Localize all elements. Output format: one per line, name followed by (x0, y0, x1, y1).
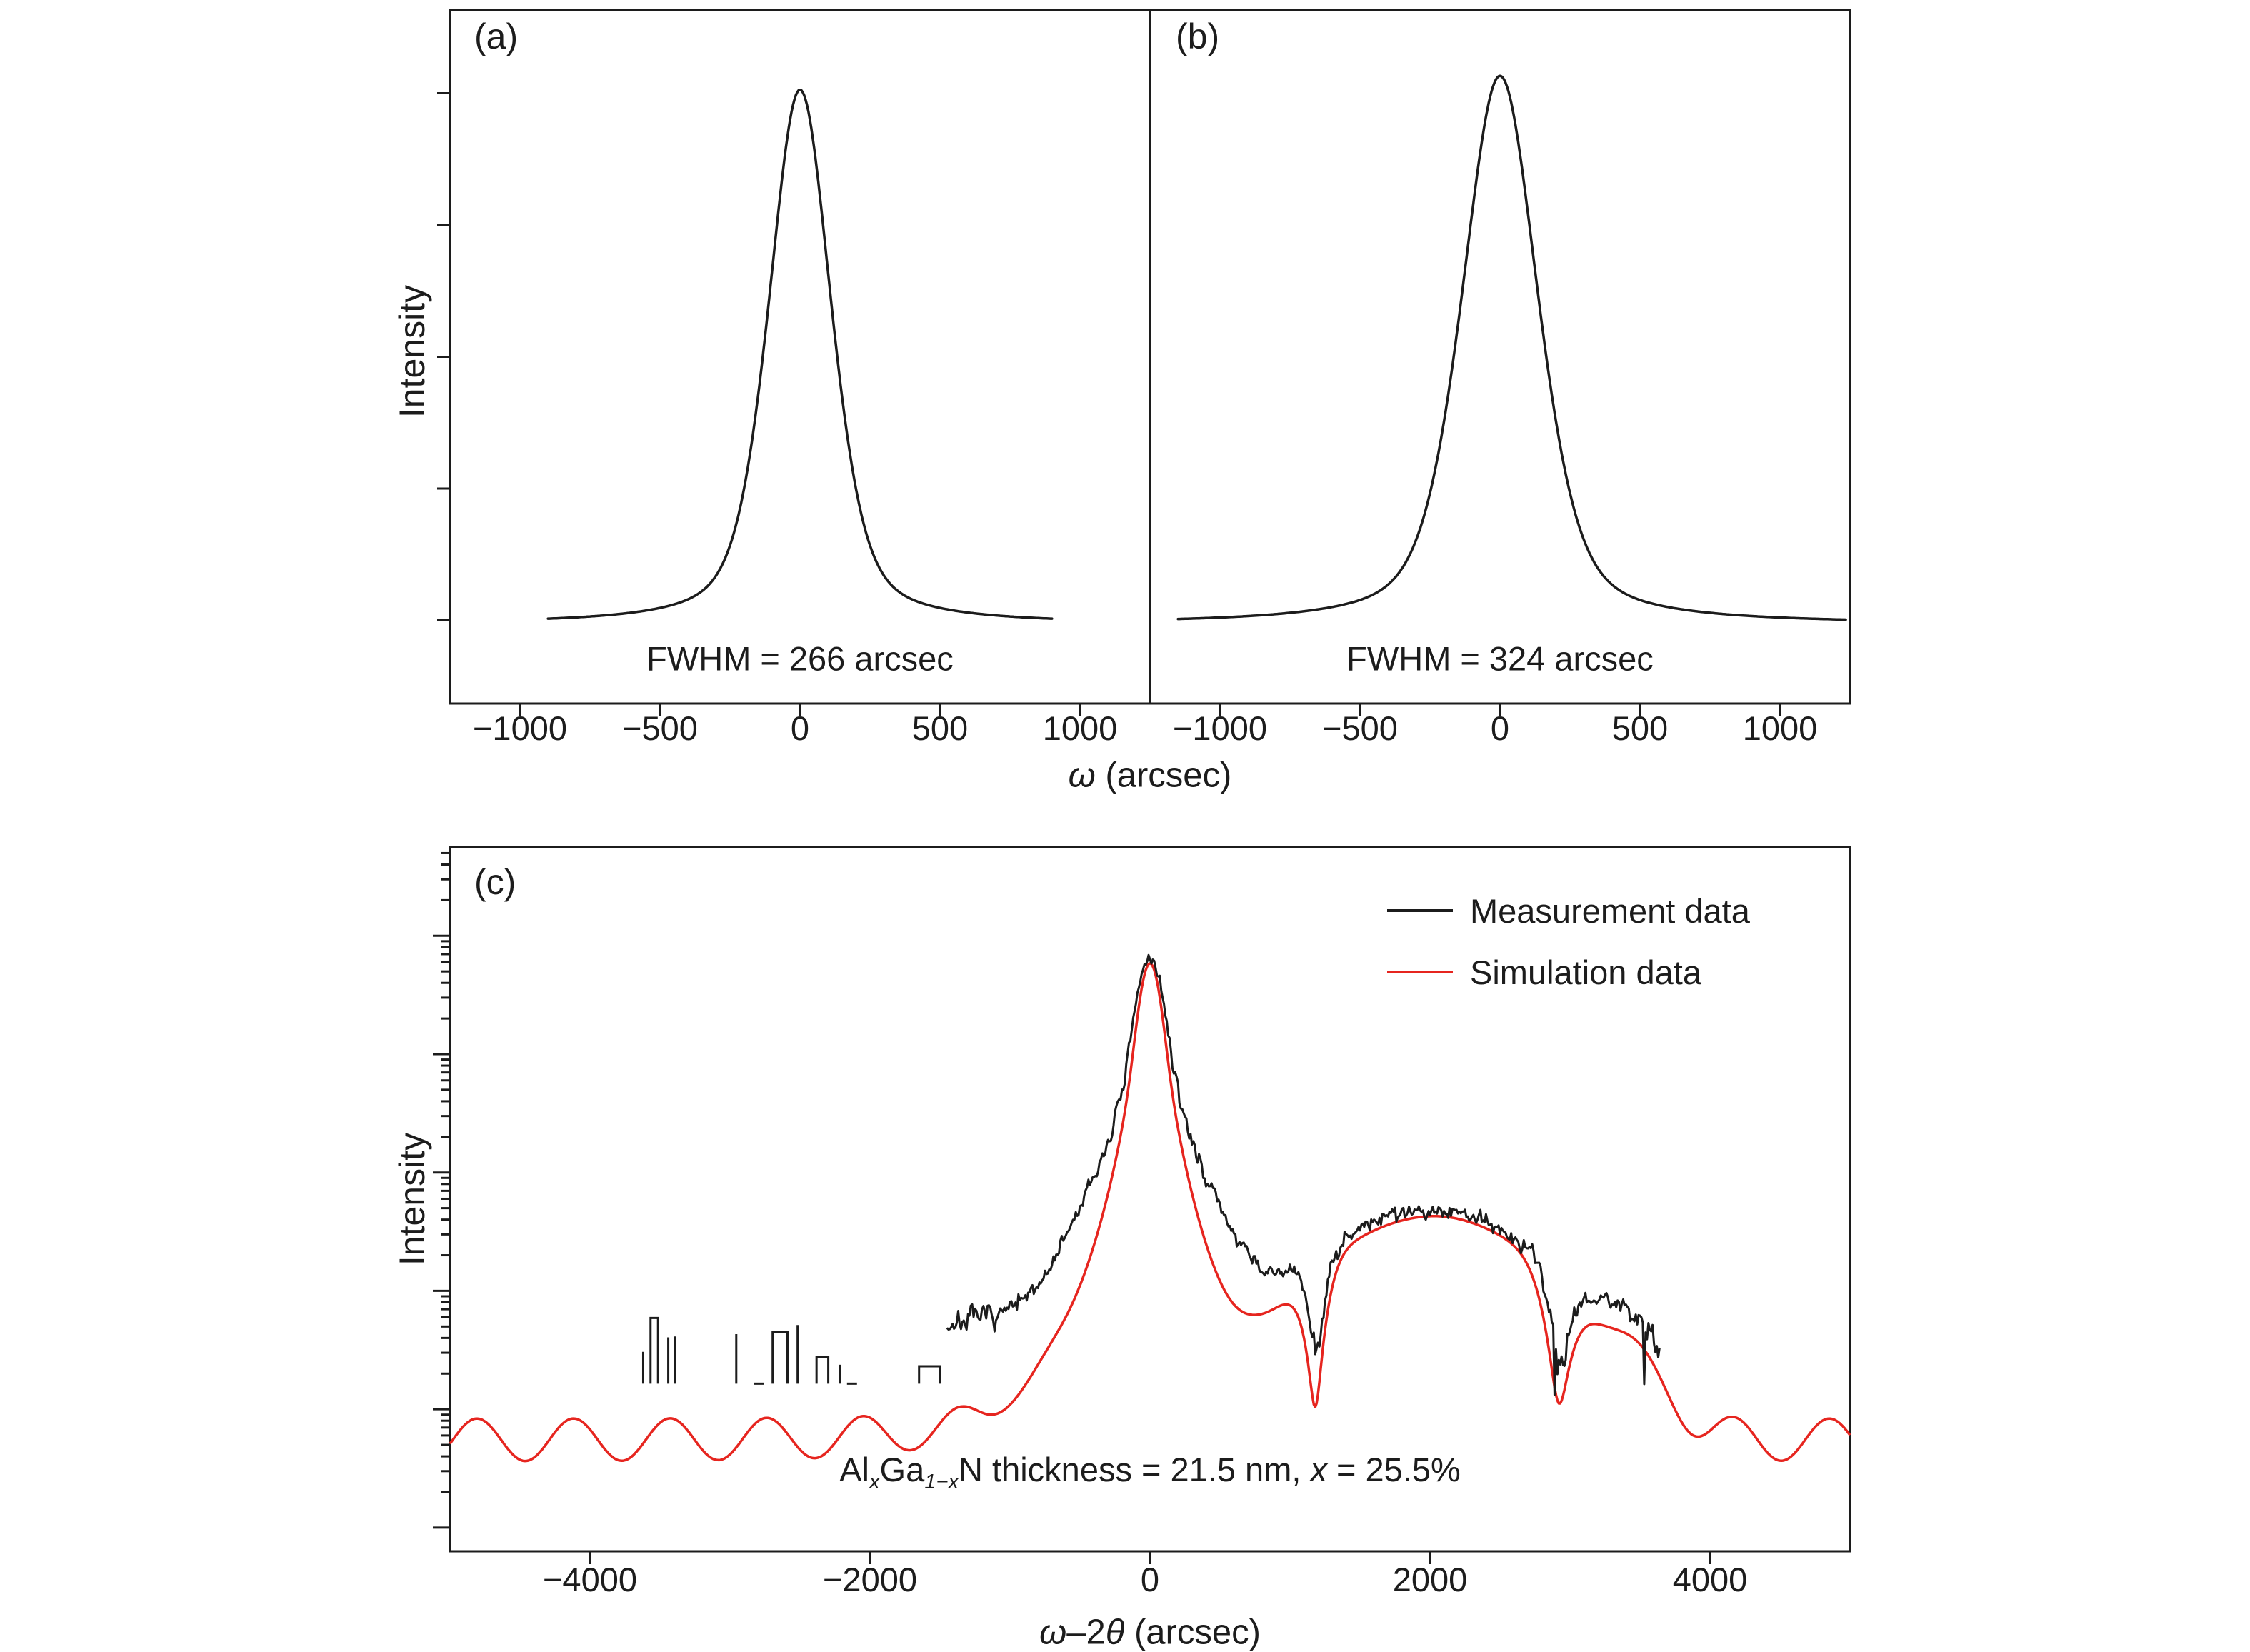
panel-b-label: (b) (1176, 16, 1220, 56)
svg-text:4000: 4000 (1673, 1561, 1748, 1598)
panel-c-ylabel: Intensity (392, 1132, 432, 1266)
simulation-line-swatch (1387, 971, 1453, 973)
panel-c-label: (c) (474, 862, 516, 902)
svg-text:0: 0 (1491, 709, 1509, 747)
svg-text:1000: 1000 (1043, 709, 1118, 747)
legend-simulation-label: Simulation data (1470, 953, 1701, 991)
measurement-line-swatch (1387, 909, 1453, 912)
svg-text:−500: −500 (1322, 709, 1398, 747)
bottom-x-axis-label: ω–2θ (arcsec) (1039, 1613, 1261, 1652)
legend-measurement-label: Measurement data (1470, 891, 1750, 930)
svg-text:0: 0 (791, 709, 809, 747)
legend: Measurement data Simulation data (1387, 880, 1750, 1003)
legend-item-measurement: Measurement data (1387, 880, 1750, 941)
svg-text:500: 500 (1612, 709, 1668, 747)
panel-c-annotation: AlxGa1−xN thickness = 21.5 nm, x = 25.5% (839, 1450, 1461, 1494)
svg-text:−1000: −1000 (473, 709, 567, 747)
svg-text:−1000: −1000 (1173, 709, 1267, 747)
panel-a-fwhm-text: FWHM = 266 arcsec (646, 639, 954, 678)
panel-b-fwhm-text: FWHM = 324 arcsec (1346, 639, 1654, 678)
svg-text:−4000: −4000 (543, 1561, 637, 1598)
svg-text:500: 500 (912, 709, 968, 747)
svg-text:2000: 2000 (1393, 1561, 1468, 1598)
svg-text:−2000: −2000 (823, 1561, 917, 1598)
panel-a-ylabel: Intensity (392, 284, 432, 419)
svg-text:−500: −500 (622, 709, 698, 747)
panel-a-label: (a) (474, 16, 519, 56)
top-x-axis-label: ω (arcsec) (1068, 756, 1232, 795)
svg-text:1000: 1000 (1743, 709, 1818, 747)
legend-item-simulation: Simulation data (1387, 941, 1750, 1003)
svg-text:0: 0 (1141, 1561, 1159, 1598)
